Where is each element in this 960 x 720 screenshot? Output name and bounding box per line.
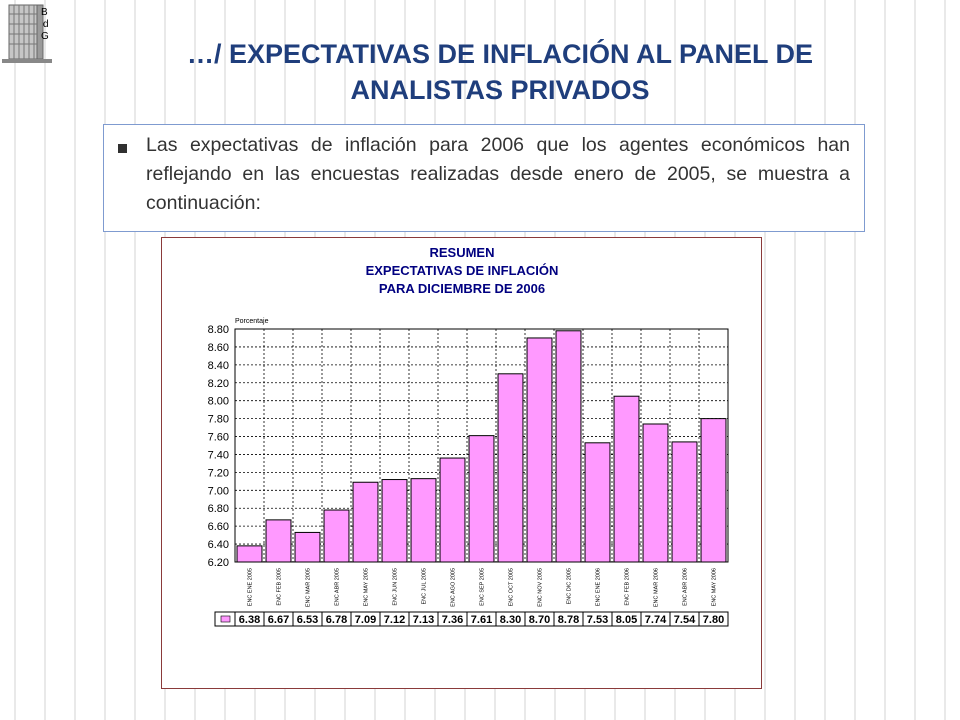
x-category-label: ENC MAY 2006 <box>712 568 718 606</box>
bar-enc-jun-2005 <box>381 479 408 563</box>
data-table-value: 7.74 <box>645 614 667 626</box>
bar-enc-mar-2006 <box>642 423 669 563</box>
x-category-label: ENC FEB 2005 <box>277 568 283 606</box>
y-tick-label: 6.80 <box>208 503 229 515</box>
legend-swatch-icon <box>220 615 231 623</box>
y-tick-label: 7.80 <box>208 414 229 426</box>
x-category-label: ENC DIC 2005 <box>567 568 573 604</box>
bar-enc-sep-2005 <box>468 435 495 563</box>
data-table-value: 8.78 <box>558 614 579 626</box>
y-tick-label: 6.40 <box>208 539 229 551</box>
x-category-label: ENC FEB 2006 <box>625 568 631 606</box>
x-category-label: ENC ENE 2006 <box>596 568 602 606</box>
y-tick-label: 7.40 <box>208 449 229 461</box>
y-tick-label: 8.40 <box>208 360 229 372</box>
bdg-building-logo: B d G <box>2 4 52 63</box>
x-category-label: ENC AGO 2005 <box>451 568 457 607</box>
bar-enc-jul-2005 <box>410 478 437 563</box>
y-tick-label: 8.80 <box>208 324 229 336</box>
data-table-value: 6.78 <box>326 614 347 626</box>
y-tick-label: 7.00 <box>208 485 229 497</box>
y-tick-label: 8.20 <box>208 378 229 390</box>
data-table-value: 7.13 <box>413 614 434 626</box>
x-category-label: ENC ABR 2005 <box>335 568 341 606</box>
x-category-label: ENC ABR 2006 <box>683 568 689 606</box>
data-table-value: 7.36 <box>442 614 463 626</box>
inflation-bar-chart: RESUMEN EXPECTATIVAS DE INFLACIÓN PARA DIC… <box>208 245 729 627</box>
y-tick-label: 8.00 <box>208 396 229 408</box>
data-table-value: 7.80 <box>703 614 724 626</box>
data-table-value: 8.05 <box>616 614 637 626</box>
slide-title-line-2: ANALISTAS PRIVADOS <box>350 75 650 105</box>
data-table-value: 7.09 <box>355 614 376 626</box>
data-table-value: 8.70 <box>529 614 550 626</box>
bar-enc-may-2005 <box>352 481 379 563</box>
logo-letter-d: d <box>43 19 49 30</box>
bar-enc-ene-2006 <box>584 442 611 563</box>
slide-title: …/ EXPECTATIVAS DE INFLACIÓN AL PANEL DE… <box>100 36 900 108</box>
x-category-label: ENC JUL 2005 <box>422 568 428 604</box>
y-tick-label: 7.20 <box>208 467 229 479</box>
bar-enc-abr-2006 <box>671 441 698 563</box>
data-table-value: 6.53 <box>297 614 318 626</box>
body-text-box: Las expectativas de inflación para 2006 … <box>103 124 865 232</box>
bar-enc-nov-2005 <box>526 337 553 563</box>
data-table-value: 6.67 <box>268 614 289 626</box>
y-axis-unit-label: Porcentaje <box>235 318 269 325</box>
chart-title-line-3: PARA DICIEMBRE DE 2006 <box>379 281 545 296</box>
data-table-value: 7.12 <box>384 614 405 626</box>
bar-enc-ene-2005 <box>236 545 263 563</box>
bar-enc-feb-2006 <box>613 395 640 563</box>
data-table-value: 7.61 <box>471 614 492 626</box>
chart-frame: RESUMEN EXPECTATIVAS DE INFLACIÓN PARA DIC… <box>161 237 762 689</box>
y-tick-label: 8.60 <box>208 342 229 354</box>
x-category-label: ENC MAR 2006 <box>654 568 660 607</box>
chart-title-line-1: RESUMEN <box>429 245 494 260</box>
data-table-value: 7.54 <box>674 614 696 626</box>
bar-enc-feb-2005 <box>265 519 292 563</box>
x-category-label: ENC JUN 2005 <box>393 568 399 606</box>
y-tick-label: 7.60 <box>208 432 229 444</box>
bar-enc-oct-2005 <box>497 373 524 563</box>
x-category-label: ENC SEP 2005 <box>480 568 486 606</box>
square-bullet-icon <box>118 144 127 153</box>
bar-enc-may-2006 <box>700 418 727 563</box>
y-tick-label: 6.60 <box>208 521 229 533</box>
data-table-value: 7.53 <box>587 614 608 626</box>
y-tick-label: 6.20 <box>208 557 229 569</box>
slide-title-line-1: …/ EXPECTATIVAS DE INFLACIÓN AL PANEL DE <box>186 39 814 69</box>
bar-enc-mar-2005 <box>294 531 321 563</box>
data-table-value: 8.30 <box>500 614 521 626</box>
x-category-label: ENC MAY 2005 <box>364 568 370 606</box>
bar-enc-abr-2005 <box>323 509 350 563</box>
x-category-label: ENC MAR 2005 <box>306 568 312 607</box>
x-category-label: ENC OCT 2005 <box>509 568 515 606</box>
chart-title-line-2: EXPECTATIVAS DE INFLACIÓN <box>366 263 559 278</box>
x-category-label: ENC NOV 2005 <box>538 568 544 607</box>
logo-letter-g: G <box>41 31 49 42</box>
bar-enc-ago-2005 <box>439 457 466 563</box>
logo-letter-b: B <box>41 7 48 18</box>
x-category-label: ENC ENE 2005 <box>248 568 254 606</box>
bar-enc-dic-2005 <box>555 330 582 563</box>
body-paragraph: Las expectativas de inflación para 2006 … <box>146 134 850 214</box>
data-table-value: 6.38 <box>239 614 260 626</box>
